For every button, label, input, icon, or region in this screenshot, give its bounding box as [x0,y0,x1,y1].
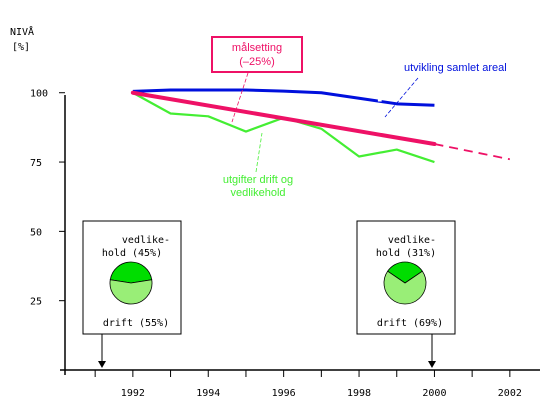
y-tick-label: 100 [30,89,48,100]
area-label: utvikling samlet areal [404,62,507,74]
series-gap [377,91,382,102]
x-tick-label: 1992 [121,388,145,399]
inset-pie [383,261,427,305]
inset-top-line1: vedlike- [122,235,170,246]
series-layer [130,88,511,164]
inset-pie [109,261,153,305]
costs-label-line2: vedlikehold [230,187,285,199]
inset-2000: vedlike- hold (31%) drift (69%) [356,220,456,335]
inset-1992: vedlike- hold (45%) drift (55%) [82,220,182,335]
series-line-target [130,90,437,147]
inset-top-line2: hold (31%) [376,248,436,259]
y-axis-title: NIVÅ [10,25,34,38]
y-tick-label: 50 [30,227,42,238]
inset-top-line1: vedlike- [388,235,436,246]
inset-top-line2: hold (45%) [102,248,162,259]
target-label-line2: (–25%) [239,56,274,68]
costs-label-leader [255,132,263,173]
inset-bottom: drift (55%) [103,318,169,329]
series-line-target-projection [434,143,511,161]
pie-slice-operations [109,279,153,305]
inset-bottom: drift (69%) [377,318,443,329]
series-line-area [132,88,435,107]
x-tick-label: 2002 [498,388,522,399]
target-label-box [211,36,303,73]
pie-slice-maintenance [109,261,153,284]
x-tick-label: 2000 [422,388,446,399]
inset-arrow-1992 [98,334,106,368]
x-tick-label: 1996 [272,388,296,399]
target-label-line1: målsetting [232,42,282,54]
target-label-leader [231,72,249,123]
pie-slice-maintenance [387,261,423,284]
x-tick-label: 1998 [347,388,371,399]
costs-label-line1: utgifter drift og [223,174,293,186]
area-label-leader [384,77,419,118]
axis-ticks: 25 50 75 100 1992 1994 1996 1998 2000 2002 [30,89,522,399]
pie-slice-operations [383,270,427,305]
y-axis-unit: [%] [12,42,30,53]
inset-arrow-2000 [428,334,436,368]
y-tick-label: 75 [30,158,42,169]
y-tick-label: 25 [30,297,42,308]
x-tick-label: 1994 [196,388,220,399]
